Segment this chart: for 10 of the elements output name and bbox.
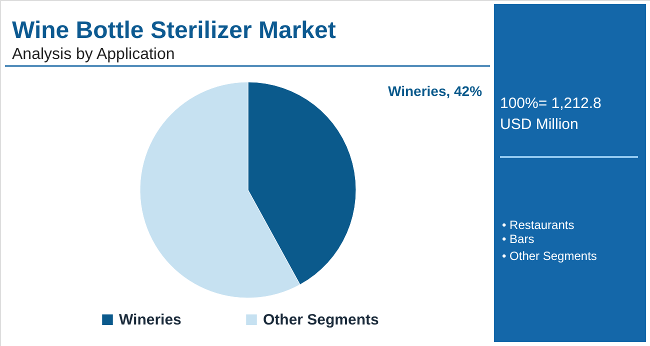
chart-title: Wine Bottle Sterilizer Market	[12, 17, 336, 44]
chart-subtitle: Analysis by Application	[12, 46, 175, 63]
text: USD Million	[500, 116, 578, 133]
text: • Other Segments	[502, 249, 597, 263]
legend-label: Wineries	[119, 312, 182, 329]
text: • Bars	[502, 232, 534, 246]
text: • Restaurants	[502, 218, 574, 232]
text: 100%= 1,212.8	[500, 95, 602, 112]
legend-label: Other Segments	[263, 312, 379, 329]
data-label: Wineries, 42%	[388, 83, 483, 99]
